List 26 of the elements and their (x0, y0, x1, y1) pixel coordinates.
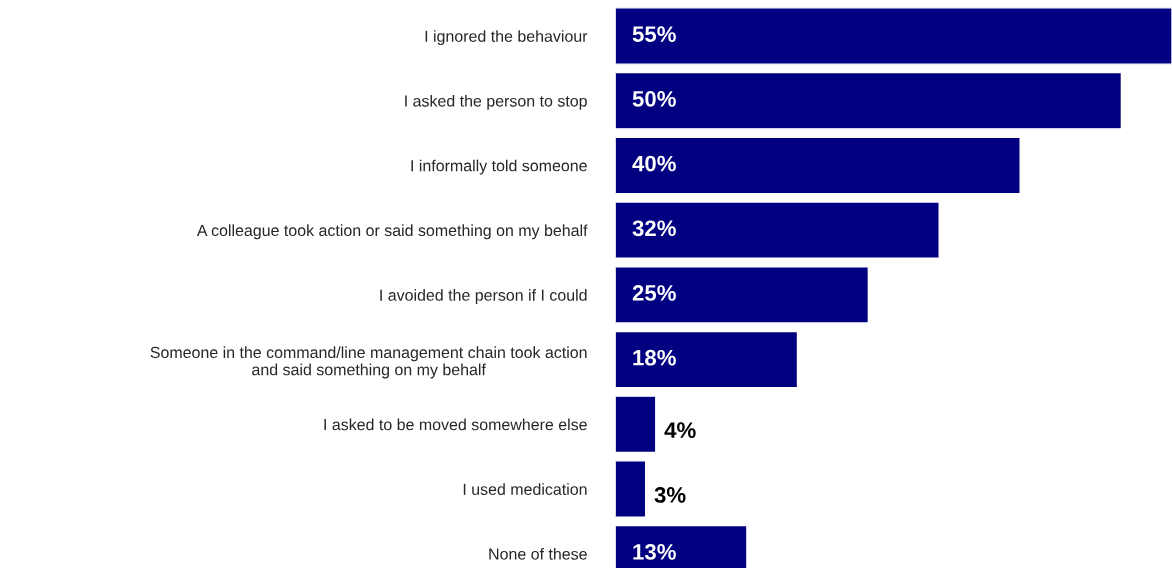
bar (615, 266, 870, 324)
bar (615, 136, 1021, 195)
data-label: 50% (632, 90, 676, 107)
bar (615, 71, 1123, 130)
data-label: 55% (632, 26, 676, 42)
bar (615, 460, 647, 518)
data-label: 4% (664, 422, 696, 438)
data-label: 32% (632, 220, 676, 237)
data-label: 25% (632, 285, 676, 301)
y-tick-label: I asked the person to stop (405, 94, 587, 110)
data-label: 3% (654, 487, 686, 503)
data-label: 18% (633, 349, 676, 366)
bar (615, 201, 940, 260)
data-label: 13% (633, 543, 676, 560)
y-tick-label: I avoided the person if I could (380, 289, 587, 304)
y-tick-label: I informally told someone (411, 159, 587, 175)
y-tick-label: I used medication (463, 483, 587, 495)
y-tick-label: I ignored the behaviour (425, 30, 588, 46)
y-tick-label: None of these (489, 547, 587, 560)
bar (615, 7, 1172, 65)
bar (615, 330, 799, 389)
y-tick-label: Someone in the command/line management chain took action and said something on my behalf (150, 346, 587, 379)
bar (615, 395, 657, 454)
y-tick-label: A colleague took action or said something on my behalf (196, 224, 588, 240)
y-tick-label: I asked to be moved somewhere else (324, 418, 587, 431)
data-label: 40% (632, 155, 676, 172)
